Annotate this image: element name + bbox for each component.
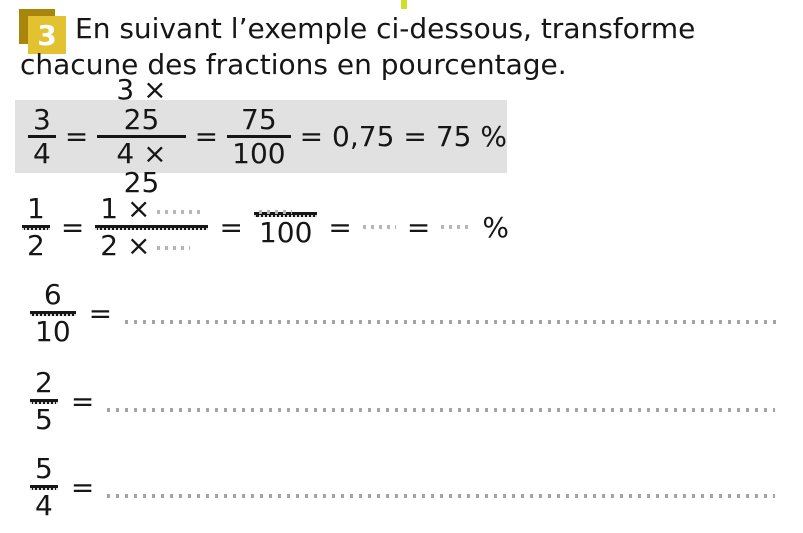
- fraction-bar: [97, 135, 186, 138]
- denominator: 4 × 25: [116, 137, 167, 200]
- numerator: 3 × 25: [116, 73, 167, 136]
- guided-fraction-expanded: 1 × 2 ×: [95, 194, 209, 260]
- fraction-bar: [30, 484, 58, 490]
- numerator-prefix: 1 ×: [100, 192, 151, 226]
- guided-exercise-row: 1 2 = 1 × 2 × = 100 = = %: [22, 189, 509, 265]
- equals-sign: =: [406, 210, 431, 244]
- fraction-bar: [227, 135, 291, 138]
- denominator: 100: [232, 137, 286, 170]
- answer-dots: [258, 209, 292, 214]
- equals-sign: =: [194, 120, 219, 153]
- exercise-fraction: 5 4: [30, 454, 58, 520]
- numerator: 6: [43, 278, 62, 312]
- guided-fraction-1-2: 1 2: [22, 194, 50, 260]
- equals-sign: =: [70, 470, 95, 504]
- fraction-bar: [28, 135, 56, 138]
- fraction-bar: [30, 310, 76, 316]
- denominator: 4: [33, 137, 51, 170]
- equals-sign: =: [60, 210, 85, 244]
- numerator: 3: [33, 102, 51, 136]
- exercise-row-6-10: 6 10 =: [30, 280, 777, 346]
- answer-line: [107, 494, 776, 498]
- numerator: 5: [35, 452, 53, 486]
- equals-sign: =: [64, 120, 89, 153]
- numerator: 1 ×: [95, 194, 208, 224]
- exercise-number-badge: 3: [28, 16, 66, 54]
- answer-dots: [157, 246, 191, 251]
- instruction-line-1: En suivant l’exemple ci-dessous, transfo…: [75, 12, 696, 45]
- exercise-fraction: 6 10: [30, 280, 76, 346]
- exercise-number: 3: [37, 18, 57, 52]
- equals-sign: =: [403, 120, 427, 153]
- answer-dots: [441, 225, 472, 229]
- example-fraction-3-4: 3 4: [28, 102, 56, 170]
- denominator: 2 ×: [95, 230, 208, 260]
- example-percentage-result: 75 %: [435, 120, 507, 153]
- fraction-bar: [22, 224, 50, 230]
- denominator: 4: [35, 488, 53, 522]
- instruction-line-2: chacune des fractions en pourcentage.: [20, 48, 567, 81]
- denominator: 100: [258, 215, 313, 249]
- example-fraction-75-100: 75 100: [227, 102, 291, 170]
- answer-line: [125, 320, 777, 324]
- exercise-row-5-4: 5 4 =: [30, 454, 776, 520]
- fraction-bar: [95, 224, 209, 230]
- guided-fraction-over-100: 100: [253, 207, 318, 249]
- answer-dots: [362, 225, 396, 229]
- worked-example-box: 3 4 = 3 × 25 4 × 25 = 75 100 = 0,75 = 75…: [15, 75, 507, 198]
- numerator: 1: [27, 192, 45, 226]
- exercise-row-2-5: 2 5 =: [30, 368, 776, 434]
- equals-sign: =: [219, 210, 243, 244]
- example-fraction-expanded: 3 × 25 4 × 25: [97, 73, 186, 200]
- percent-sign: %: [482, 210, 509, 244]
- denominator: 10: [35, 314, 71, 348]
- answer-dots: [157, 209, 204, 214]
- page-crop-mark: [401, 0, 407, 9]
- equals-sign: =: [299, 120, 324, 153]
- denominator-prefix: 2 ×: [100, 228, 151, 262]
- equals-sign: =: [88, 296, 113, 330]
- numerator: 2: [35, 366, 53, 400]
- fraction-bar: [30, 398, 58, 404]
- numerator: [254, 207, 317, 214]
- denominator: 5: [35, 402, 53, 436]
- answer-line: [107, 408, 776, 412]
- fraction-bar: [253, 211, 318, 217]
- example-decimal-value: 0,75: [332, 120, 395, 153]
- numerator: 75: [241, 102, 277, 136]
- denominator: 2: [27, 228, 45, 262]
- equals-sign: =: [328, 210, 352, 244]
- equals-sign: =: [70, 384, 95, 418]
- exercise-fraction: 2 5: [30, 368, 58, 434]
